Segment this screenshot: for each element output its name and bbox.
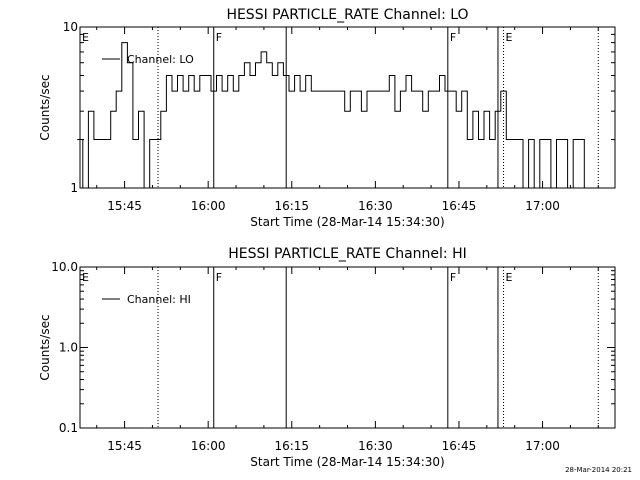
x-tick-label: 17:00 <box>525 199 560 213</box>
chart-title: HESSI PARTICLE_RATE Channel: LO <box>226 7 468 23</box>
x-tick-label: 17:00 <box>525 439 560 453</box>
x-tick-label: 16:30 <box>358 439 393 453</box>
y-axis-label: Counts/sec <box>38 314 52 380</box>
x-tick-label: 16:45 <box>442 439 477 453</box>
x-tick-label: 16:15 <box>274 199 309 213</box>
chart-title: HESSI PARTICLE_RATE Channel: HI <box>228 246 466 262</box>
timestamp-label: 28-Mar-2014 20:21 <box>565 466 632 474</box>
marker-label: F <box>450 271 456 284</box>
marker-label: F <box>216 271 222 284</box>
marker-label: E <box>82 271 89 284</box>
y-tick-label: 0.1 <box>59 421 78 435</box>
x-tick-label: 16:30 <box>358 199 393 213</box>
y-axis-label: Counts/sec <box>38 74 52 140</box>
marker-label: F <box>450 31 456 44</box>
marker-label: E <box>82 31 89 44</box>
y-tick-label: 10.0 <box>51 260 78 274</box>
y-tick-label: 10 <box>63 20 78 34</box>
x-tick-label: 15:45 <box>107 199 142 213</box>
legend-entry: Channel: HI <box>127 293 191 306</box>
y-tick-label: 1 <box>70 181 78 195</box>
plot-frame <box>79 266 616 429</box>
marker-label: F <box>216 31 222 44</box>
x-axis-label: Start Time (28-Mar-14 15:34:30) <box>250 455 444 469</box>
marker-label: E <box>506 31 513 44</box>
x-tick-label: 16:00 <box>191 439 226 453</box>
chart-panel-0: HESSI PARTICLE_RATE Channel: LO Counts/se… <box>38 7 616 229</box>
series-line <box>77 42 596 189</box>
x-tick-label: 16:15 <box>274 439 309 453</box>
x-axis-label: Start Time (28-Mar-14 15:34:30) <box>250 215 444 229</box>
chart-panel-1: HESSI PARTICLE_RATE Channel: HI Counts/se… <box>38 246 616 469</box>
x-tick-label: 15:45 <box>107 439 142 453</box>
y-tick-label: 1.0 <box>59 341 78 355</box>
marker-label: E <box>506 271 513 284</box>
x-tick-label: 16:00 <box>191 199 226 213</box>
legend-entry: Channel: LO <box>127 53 194 66</box>
plot-frame <box>79 26 616 189</box>
x-tick-label: 16:45 <box>442 199 477 213</box>
